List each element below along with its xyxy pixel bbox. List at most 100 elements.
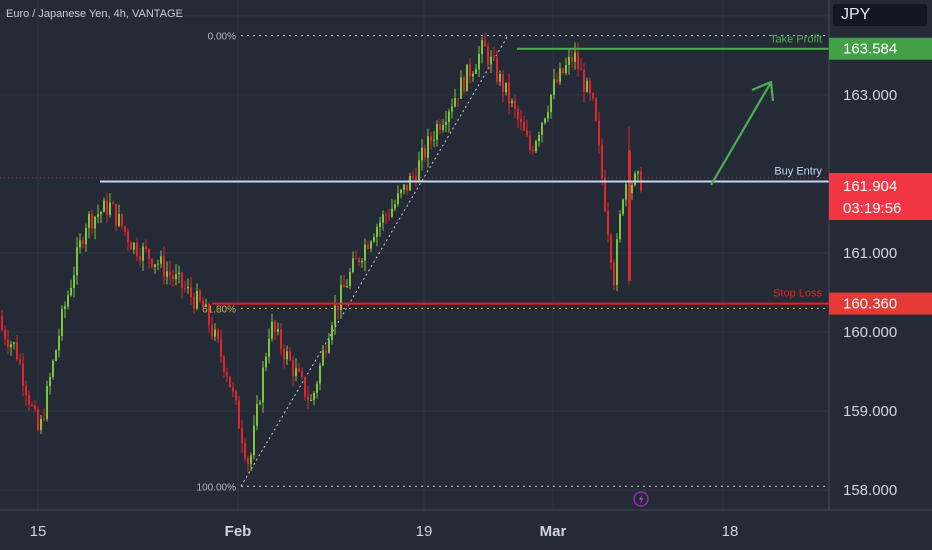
last-price-tag-text: 161.904 xyxy=(843,178,897,195)
candle-body xyxy=(109,202,111,215)
candle-body xyxy=(127,231,129,243)
price-tick-label: 158.000 xyxy=(843,482,897,499)
candle-body xyxy=(235,391,237,401)
fib-trend-line xyxy=(240,35,509,487)
candle xyxy=(313,391,315,406)
candle-body xyxy=(499,73,501,82)
candle xyxy=(484,32,486,47)
candle xyxy=(10,340,12,356)
candle xyxy=(280,323,282,356)
candle xyxy=(316,380,318,399)
candle-body xyxy=(520,119,522,123)
candle xyxy=(634,171,636,187)
candle-body xyxy=(187,286,189,289)
candle-body xyxy=(385,214,387,216)
time-axis[interactable]: 15 Feb 19 Mar 18 xyxy=(30,523,739,540)
candle xyxy=(91,210,93,235)
candle-body xyxy=(73,275,75,288)
candle-body xyxy=(637,171,639,174)
candle-body xyxy=(268,338,270,357)
candle-body xyxy=(517,109,519,120)
candle-body xyxy=(448,111,450,122)
candle xyxy=(490,50,492,73)
candle xyxy=(523,115,525,132)
candle xyxy=(253,415,255,460)
candle-body xyxy=(349,272,351,287)
candle-body xyxy=(604,177,606,211)
candle-body xyxy=(91,214,93,229)
candle-body xyxy=(496,58,498,82)
candle xyxy=(526,119,528,137)
candle-body xyxy=(307,396,309,401)
candle-body xyxy=(361,260,363,263)
candle xyxy=(295,358,297,382)
candle xyxy=(229,376,231,388)
candle xyxy=(487,42,489,71)
candle xyxy=(25,380,27,406)
candle xyxy=(538,131,540,147)
candle xyxy=(250,452,252,472)
candle xyxy=(4,325,6,346)
candle-body xyxy=(409,176,411,191)
candle-body xyxy=(286,351,288,360)
time-tick-label: 18 xyxy=(722,523,739,540)
currency-badge[interactable]: JPY xyxy=(833,4,927,26)
candle xyxy=(166,261,168,285)
price-tick-label: 160.000 xyxy=(843,324,897,341)
candle xyxy=(103,197,105,213)
candle-body xyxy=(538,134,540,142)
candle-body xyxy=(454,98,456,107)
candle-body xyxy=(64,306,66,309)
candle xyxy=(190,277,192,305)
candle xyxy=(430,132,432,150)
candle-body xyxy=(169,271,171,276)
candle-body xyxy=(613,262,615,286)
candle-body xyxy=(559,68,561,83)
candle xyxy=(106,192,108,223)
candle xyxy=(421,139,423,171)
candle-body xyxy=(229,376,231,388)
candle-body xyxy=(298,368,300,372)
candle xyxy=(568,48,570,75)
candle xyxy=(337,305,339,320)
candle-body xyxy=(358,258,360,263)
candle-body xyxy=(376,227,378,238)
candle-body xyxy=(106,200,108,215)
candle-body xyxy=(337,305,339,310)
candle xyxy=(289,347,291,361)
candle-body xyxy=(142,246,144,261)
replay-icon[interactable] xyxy=(633,491,649,507)
candle-body xyxy=(256,403,258,426)
grid xyxy=(0,0,829,510)
candle-body xyxy=(475,69,477,74)
candle-body xyxy=(130,242,132,250)
candle xyxy=(238,396,240,429)
candle-body xyxy=(346,286,348,288)
candle-body xyxy=(265,356,267,368)
candle xyxy=(571,49,573,69)
candle-body xyxy=(253,425,255,456)
candle xyxy=(220,329,222,363)
candle-body xyxy=(88,214,90,228)
candle-body xyxy=(352,258,354,273)
candle-body xyxy=(583,70,585,92)
candle-body xyxy=(304,376,306,397)
trade-levels[interactable]: Take Profit Buy Entry Stop Loss xyxy=(0,34,829,305)
candle-body xyxy=(319,365,321,384)
candle xyxy=(139,248,141,266)
candle-body xyxy=(568,56,570,65)
candle xyxy=(76,237,78,285)
candle xyxy=(403,183,405,195)
candle-body xyxy=(250,455,252,465)
candle-body xyxy=(310,400,312,402)
candle-body xyxy=(631,185,633,193)
candle xyxy=(565,57,567,76)
candle-body xyxy=(49,377,51,387)
candle-body xyxy=(136,242,138,257)
candle xyxy=(370,240,372,253)
candle xyxy=(385,211,387,225)
candle-body xyxy=(472,73,474,77)
candle-body xyxy=(460,77,462,99)
projection-arrow xyxy=(710,80,775,186)
